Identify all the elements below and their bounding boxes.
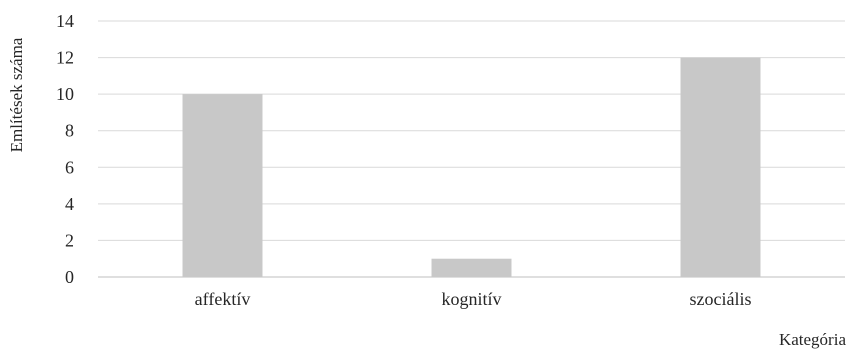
x-category-label: kognitív: [441, 289, 501, 309]
y-axis-label: Említések száma: [7, 37, 26, 152]
x-axis-label: Kategória: [779, 330, 846, 349]
bar-affektív: [182, 94, 263, 278]
y-tick-label: 14: [56, 11, 74, 31]
x-category-label: szociális: [690, 289, 752, 309]
y-tick-label: 6: [65, 157, 74, 177]
y-tick-label: 12: [56, 48, 74, 68]
y-tick-label: 8: [65, 121, 74, 141]
x-category-label: affektív: [195, 289, 251, 309]
y-tick-labels: 0 2 4 6 8 10 12 14: [56, 11, 74, 287]
y-tick-label: 10: [56, 84, 74, 104]
y-tick-label: 2: [65, 230, 74, 250]
bar-kognitív: [431, 258, 512, 277]
bars: [182, 57, 761, 278]
y-tick-label: 4: [65, 194, 74, 214]
bar-szociális: [680, 57, 761, 278]
x-category-labels: affektív kognitív szociális: [195, 289, 752, 309]
y-tick-label: 0: [65, 267, 74, 287]
